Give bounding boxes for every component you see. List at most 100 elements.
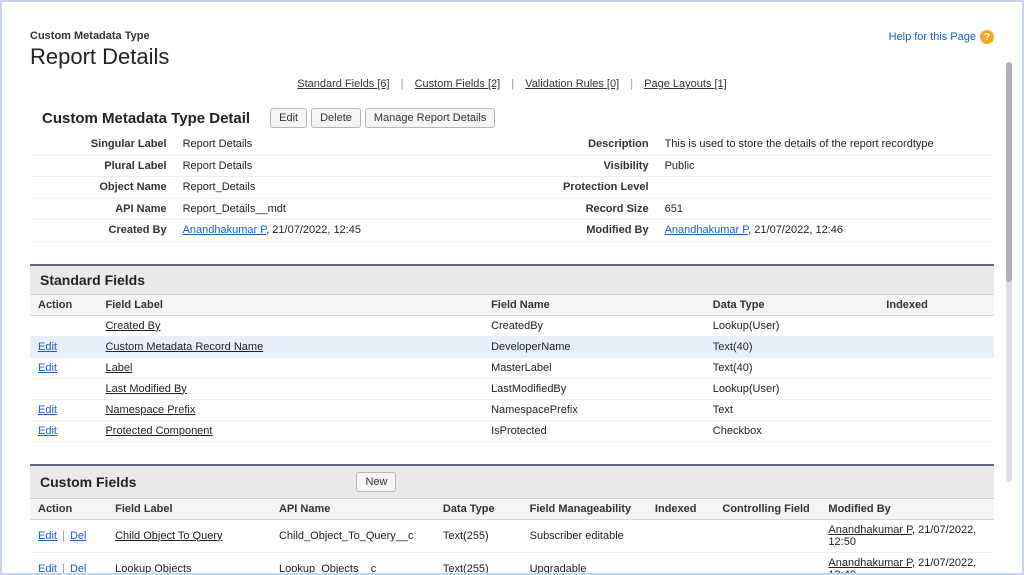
- user-link[interactable]: Anandhakumar P: [183, 224, 267, 236]
- edit-link[interactable]: Edit: [38, 425, 57, 437]
- field-name: NamespacePrefix: [483, 399, 705, 420]
- column-header-indexed: Indexed: [647, 499, 714, 520]
- table-row: Last Modified By LastModifiedByLookup(Use…: [30, 378, 994, 399]
- delete-link[interactable]: Del: [70, 563, 87, 574]
- action-cell: Edit: [30, 357, 97, 378]
- detail-label: Record Size: [512, 198, 657, 220]
- page-header: Custom Metadata Type Report Details Help…: [30, 30, 994, 70]
- table-row: Edit Namespace Prefix NamespacePrefixText: [30, 399, 994, 420]
- help-link-label: Help for this Page: [889, 31, 976, 43]
- field-label-link[interactable]: Label: [105, 362, 132, 374]
- detail-value: Report Details: [175, 134, 512, 155]
- action-cell: [30, 378, 97, 399]
- data-type: Lookup(User): [705, 315, 879, 336]
- custom-fields-table: ActionField LabelAPI NameData TypeField …: [30, 499, 994, 574]
- api-name: Child_Object_To_Query__c: [271, 519, 435, 552]
- column-header-modified: Modified By: [820, 499, 994, 520]
- column-header-controlling: Controlling Field: [714, 499, 820, 520]
- modified-by: Anandhakumar P, 21/07/2022, 12:48: [820, 552, 994, 573]
- data-type: Text(40): [705, 336, 879, 357]
- detail-label: API Name: [30, 198, 175, 220]
- data-type: Text(255): [435, 552, 522, 573]
- user-link[interactable]: Anandhakumar P: [828, 524, 912, 536]
- column-header-label: Field Label: [97, 295, 483, 316]
- data-type: Checkbox: [705, 420, 879, 441]
- detail-section-title: Custom Metadata Type Detail: [42, 110, 250, 127]
- field-label-link[interactable]: Lookup Objects: [115, 563, 191, 574]
- indexed-cell: [878, 336, 994, 357]
- indexed-cell: [878, 399, 994, 420]
- page-subtitle: Custom Metadata Type: [30, 30, 169, 42]
- nav-page-layouts[interactable]: Page Layouts [1]: [644, 78, 727, 90]
- indexed-cell: [647, 519, 714, 552]
- detail-value: Report_Details__mdt: [175, 198, 512, 220]
- edit-link[interactable]: Edit: [38, 530, 57, 542]
- detail-label: Visibility: [512, 155, 657, 177]
- column-header-type: Data Type: [435, 499, 522, 520]
- column-header-label: Field Label: [107, 499, 271, 520]
- new-custom-field-button[interactable]: New: [356, 472, 396, 492]
- edit-link[interactable]: Edit: [38, 341, 57, 353]
- data-type: Text: [705, 399, 879, 420]
- field-manageability: Upgradable: [522, 552, 647, 573]
- action-cell: Edit: [30, 399, 97, 420]
- standard-fields-table: ActionField LabelField NameData TypeInde…: [30, 295, 994, 442]
- field-label-link[interactable]: Child Object To Query: [115, 530, 222, 542]
- edit-button[interactable]: Edit: [270, 108, 307, 128]
- edit-link[interactable]: Edit: [38, 404, 57, 416]
- indexed-cell: [878, 420, 994, 441]
- nav-standard-fields[interactable]: Standard Fields [6]: [297, 78, 389, 90]
- delete-link[interactable]: Del: [70, 530, 87, 542]
- standard-fields-title: Standard Fields: [40, 272, 145, 288]
- field-label-link[interactable]: Custom Metadata Record Name: [105, 341, 263, 353]
- indexed-cell: [878, 378, 994, 399]
- column-header-name: Field Name: [483, 295, 705, 316]
- nav-links: Standard Fields [6] | Custom Fields [2] …: [30, 78, 994, 90]
- action-cell: Edit: [30, 336, 97, 357]
- detail-label: Protection Level: [512, 177, 657, 199]
- detail-value: This is used to store the details of the…: [657, 134, 994, 155]
- indexed-cell: [878, 315, 994, 336]
- user-link[interactable]: Anandhakumar P: [665, 224, 749, 236]
- detail-value: [657, 177, 994, 199]
- field-manageability: Subscriber editable: [522, 519, 647, 552]
- field-label-link[interactable]: Created By: [105, 320, 160, 332]
- indexed-cell: [878, 357, 994, 378]
- detail-value: 651: [657, 198, 994, 220]
- nav-validation-rules[interactable]: Validation Rules [0]: [525, 78, 619, 90]
- detail-table: Singular LabelReport DetailsDescriptionT…: [30, 134, 994, 242]
- column-header-indexed: Indexed: [878, 295, 994, 316]
- custom-fields-title: Custom Fields: [40, 474, 136, 490]
- column-header-manage: Field Manageability: [522, 499, 647, 520]
- manage-button[interactable]: Manage Report Details: [365, 108, 496, 128]
- column-header-type: Data Type: [705, 295, 879, 316]
- detail-value: Report Details: [175, 155, 512, 177]
- action-cell: [30, 315, 97, 336]
- detail-label: Singular Label: [30, 134, 175, 155]
- table-row: EditLabelMasterLabelText(40): [30, 357, 994, 378]
- detail-value: Anandhakumar P, 21/07/2022, 12:46: [657, 220, 994, 242]
- page-title: Report Details: [30, 44, 169, 70]
- field-label-link[interactable]: Protected Component: [105, 425, 212, 437]
- field-name: LastModifiedBy: [483, 378, 705, 399]
- field-label-link[interactable]: Last Modified By: [105, 383, 186, 395]
- edit-link[interactable]: Edit: [38, 362, 57, 374]
- nav-custom-fields[interactable]: Custom Fields [2]: [415, 78, 501, 90]
- detail-label: Created By: [30, 220, 175, 242]
- help-icon: ?: [980, 30, 994, 44]
- help-link[interactable]: Help for this Page ?: [889, 30, 994, 44]
- detail-value: Public: [657, 155, 994, 177]
- delete-button[interactable]: Delete: [311, 108, 361, 128]
- action-cell: Edit: [30, 420, 97, 441]
- detail-value: Report_Details: [175, 177, 512, 199]
- data-type: Lookup(User): [705, 378, 879, 399]
- user-link[interactable]: Anandhakumar P: [828, 557, 912, 569]
- column-header-api: API Name: [271, 499, 435, 520]
- action-cell: Edit | Del: [30, 519, 107, 552]
- field-label-link[interactable]: Namespace Prefix: [105, 404, 195, 416]
- field-name: CreatedBy: [483, 315, 705, 336]
- scrollbar[interactable]: [1006, 62, 1012, 482]
- column-header-action: Action: [30, 295, 97, 316]
- detail-label: Plural Label: [30, 155, 175, 177]
- edit-link[interactable]: Edit: [38, 563, 57, 574]
